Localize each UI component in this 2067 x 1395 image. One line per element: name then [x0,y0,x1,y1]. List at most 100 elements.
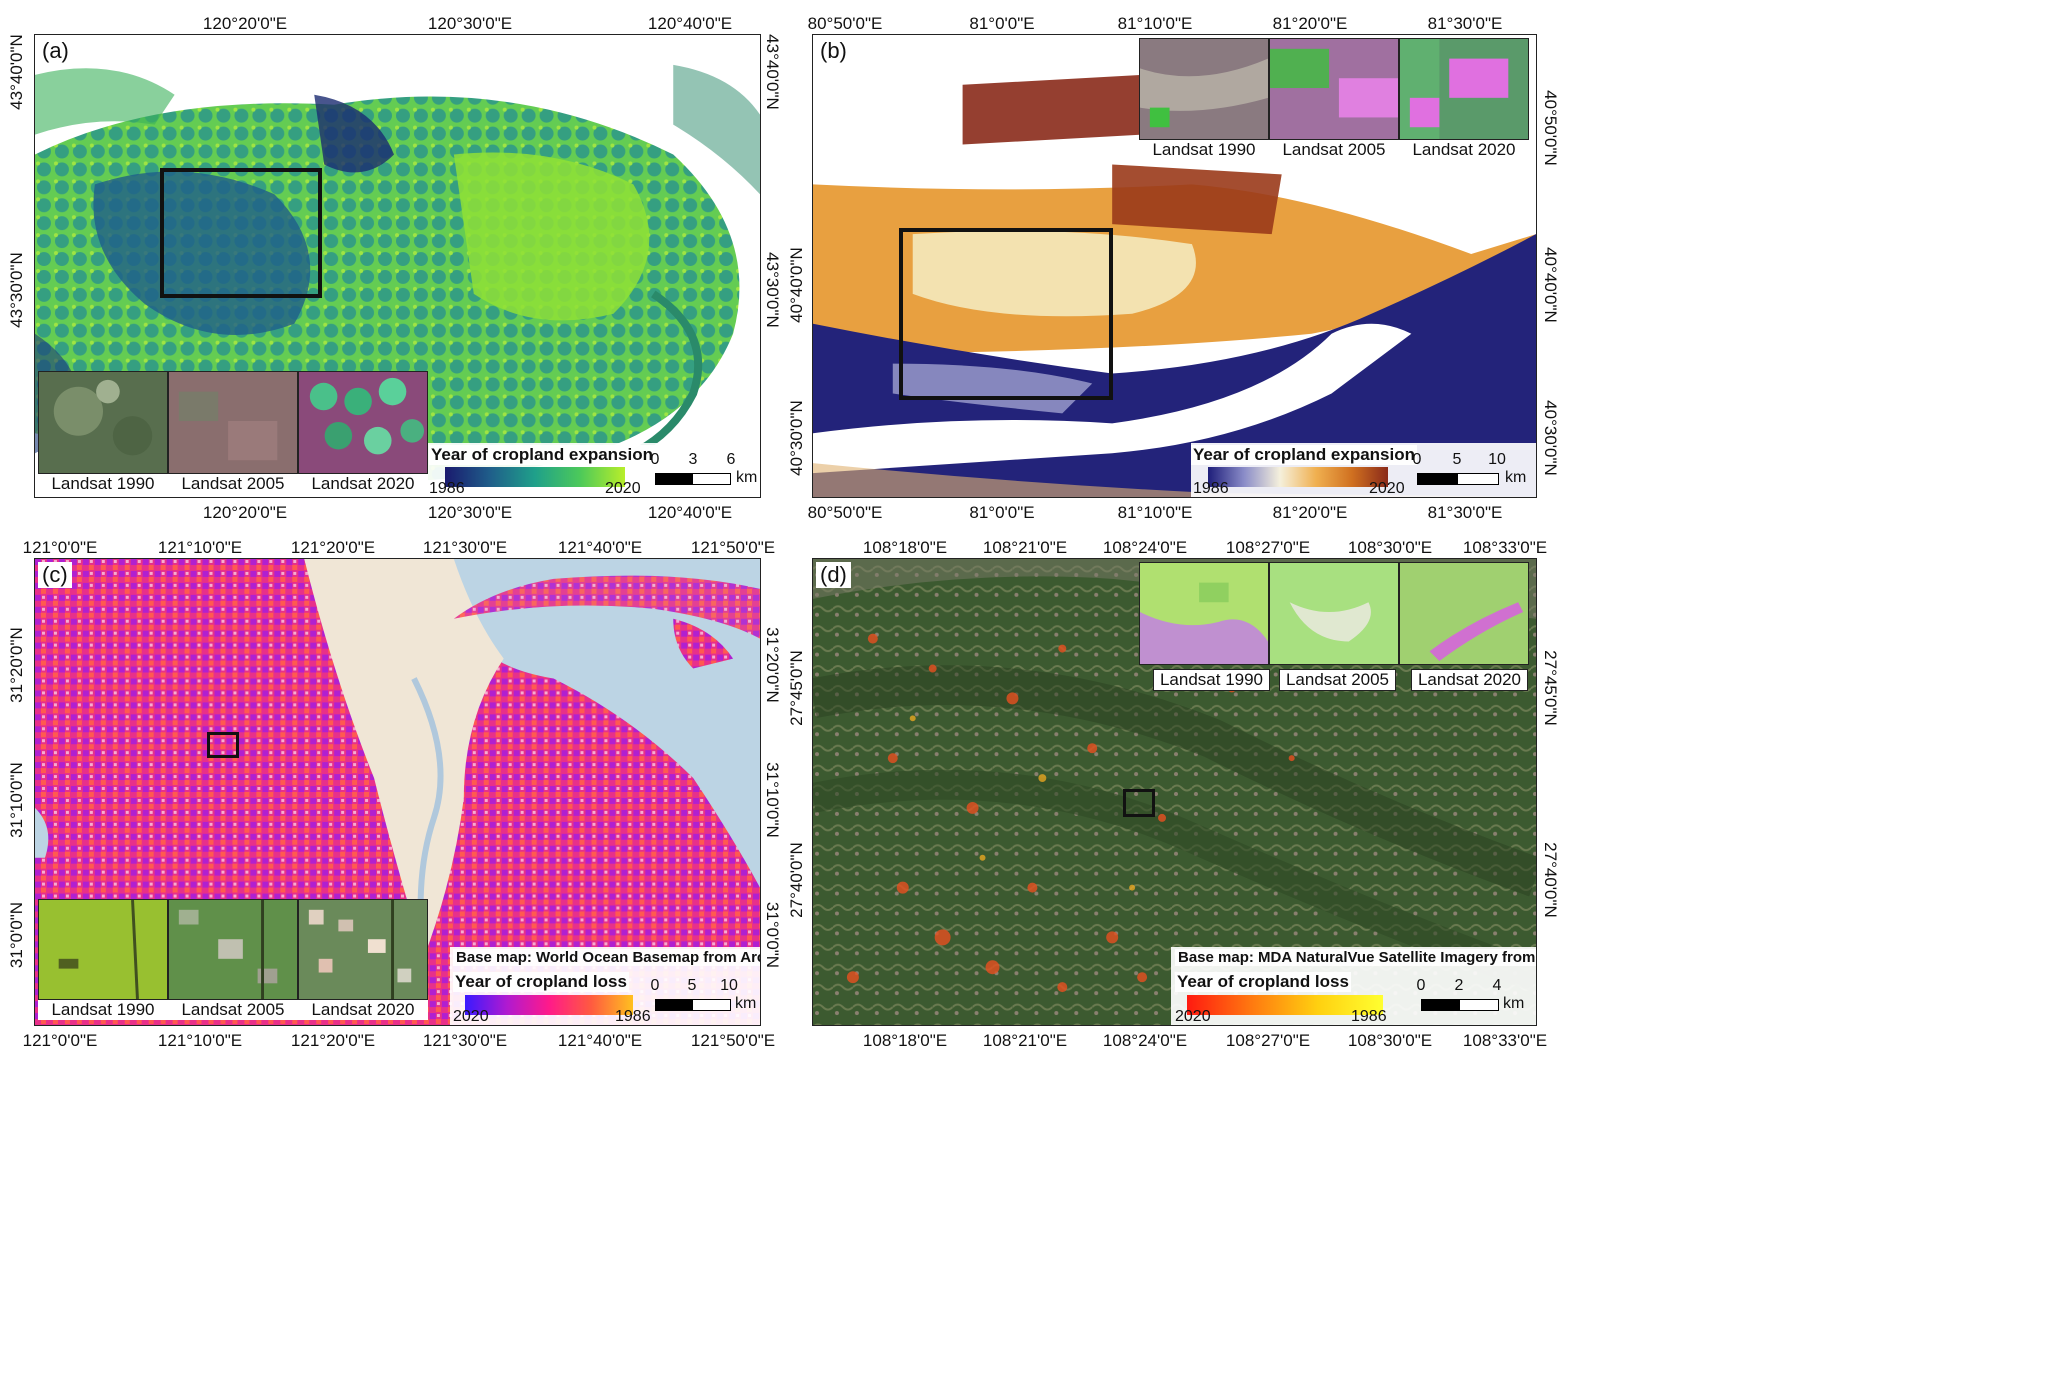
scale-label-b-2: 10 [1488,451,1506,468]
top-tick-d-4: 108°27'0"E [1225,538,1311,557]
panel-label-a: (a) [38,38,73,64]
inset-c-1990 [38,899,168,1000]
top-tick-b-3: 81°10'0"E [1117,14,1193,33]
left-tick-d-1: 27°45'0"N [787,650,806,726]
top-tick-b-4: 81°20'0"E [1272,14,1348,33]
ramp-end-b: 2020 [1369,480,1405,497]
ramp-start-c: 2020 [453,1008,489,1025]
right-tick-a-1: 43°40'0"N [763,34,782,110]
bottom-tick-a-2: 120°30'0"E [427,503,513,522]
inset-caption-d-1990: Landsat 1990 [1153,669,1270,691]
bottom-tick-c-2: 121°10'0"E [157,1031,243,1050]
bottom-tick-d-6: 108°33'0"E [1462,1031,1548,1050]
top-tick-d-1: 108°18'0"E [862,538,948,557]
ramp-start-d: 2020 [1175,1008,1211,1025]
right-tick-d-2: 27°40'0"N [1541,842,1560,918]
inset-caption-c-1990: Landsat 1990 [38,1000,168,1020]
study-area-box-a [160,168,322,298]
top-tick-c-4: 121°30'0"E [422,538,508,557]
panel-label-c: (c) [38,562,72,588]
scale-bar-b [1417,473,1499,485]
top-tick-a-1: 120°20'0"E [202,14,288,33]
study-area-box-c [207,732,239,758]
left-tick-c-3: 31°0'0"N [7,901,26,969]
inset-d-2005 [1269,562,1399,665]
right-tick-d-1: 27°45'0"N [1541,650,1560,726]
scale-label-b-1: 5 [1452,451,1462,468]
inset-d-2020 [1399,562,1529,665]
inset-c-2020 [298,899,428,1000]
scale-label-d-1: 2 [1454,977,1464,994]
bottom-tick-d-3: 108°24'0"E [1102,1031,1188,1050]
top-tick-c-6: 121°50'0"E [690,538,776,557]
bottom-tick-b-5: 81°30'0"E [1427,503,1503,522]
inset-b-2020 [1399,38,1529,140]
top-tick-d-5: 108°30'0"E [1347,538,1433,557]
inset-c-2005 [168,899,298,1000]
basemap-note-d: Base map: MDA NaturalVue Satellite Image… [1175,949,1536,966]
bottom-tick-d-4: 108°27'0"E [1225,1031,1311,1050]
scale-label-d-2: 4 [1492,977,1502,994]
scale-label-a-1: 3 [688,451,698,468]
scale-bar-d [1421,999,1499,1011]
inset-caption-c-2020: Landsat 2020 [298,1000,428,1020]
left-tick-a-2: 43°30'0"N [7,252,26,328]
inset-caption-d-2005: Landsat 2005 [1279,669,1396,691]
inset-caption-b-2005: Landsat 2005 [1269,140,1399,160]
inset-caption-a-2020: Landsat 2020 [298,474,428,494]
scale-unit-d: km [1503,995,1525,1012]
top-tick-b-1: 80°50'0"E [807,14,883,33]
right-tick-b-3: 40°30'0"N [1541,400,1560,476]
bottom-tick-d-2: 108°21'0"E [982,1031,1068,1050]
basemap-note-c: Base map: World Ocean Basemap from ArcGI… [453,949,760,966]
top-tick-b-5: 81°30'0"E [1427,14,1503,33]
left-tick-b-1: 40°40'0"N [787,247,806,323]
panel-label-d: (d) [816,562,851,588]
color-ramp-c [465,995,633,1015]
bottom-tick-b-1: 80°50'0"E [807,503,883,522]
legend-title-b: Year of cropland expansion [1191,445,1418,465]
inset-a-1990 [38,371,168,474]
scale-label-c-0: 0 [650,977,660,994]
right-tick-c-2: 31°10'0"N [763,762,782,838]
left-tick-a-1: 43°40'0"N [7,34,26,110]
left-tick-c-2: 31°10'0"N [7,762,26,838]
inset-a-2020 [298,371,428,474]
left-tick-c-1: 31°20'0"N [7,627,26,703]
scale-unit-a: km [736,469,758,486]
ramp-end-c: 1986 [615,1008,651,1025]
bottom-tick-c-4: 121°30'0"E [422,1031,508,1050]
inset-caption-c-2005: Landsat 2005 [168,1000,298,1020]
inset-b-2005 [1269,38,1399,140]
top-tick-b-2: 81°0'0"E [969,14,1035,33]
top-tick-d-6: 108°33'0"E [1462,538,1548,557]
bottom-tick-d-5: 108°30'0"E [1347,1031,1433,1050]
top-tick-a-3: 120°40'0"E [647,14,733,33]
scale-bar-c [655,999,731,1011]
inset-caption-a-2005: Landsat 2005 [168,474,298,494]
scale-label-a-0: 0 [650,451,660,468]
ramp-end-d: 1986 [1351,1008,1387,1025]
map-b: (b) Landsat 1990 Landsat 2005 Landsat 20… [812,34,1537,498]
top-tick-c-3: 121°20'0"E [290,538,376,557]
inset-caption-a-1990: Landsat 1990 [38,474,168,494]
inset-caption-b-1990: Landsat 1990 [1139,140,1269,160]
color-ramp-d [1187,995,1383,1015]
scale-label-b-0: 0 [1412,451,1422,468]
panel-label-b: (b) [816,38,851,64]
legend-title-c: Year of cropland loss [453,972,629,992]
ramp-start-b: 1986 [1193,480,1229,497]
bottom-tick-c-1: 121°0'0"E [22,1031,98,1050]
scale-label-a-2: 6 [726,451,736,468]
top-tick-c-5: 121°40'0"E [557,538,643,557]
scale-unit-b: km [1505,469,1527,486]
scale-bar-a [655,473,731,485]
bottom-tick-b-3: 81°10'0"E [1117,503,1193,522]
right-tick-c-1: 31°20'0"N [763,627,782,703]
bottom-tick-c-5: 121°40'0"E [557,1031,643,1050]
color-ramp-a [445,467,625,487]
legend-title-a: Year of cropland expansion [429,445,656,465]
scale-label-c-1: 5 [687,977,697,994]
ramp-end-a: 2020 [605,480,641,497]
ramp-start-a: 1986 [429,480,465,497]
